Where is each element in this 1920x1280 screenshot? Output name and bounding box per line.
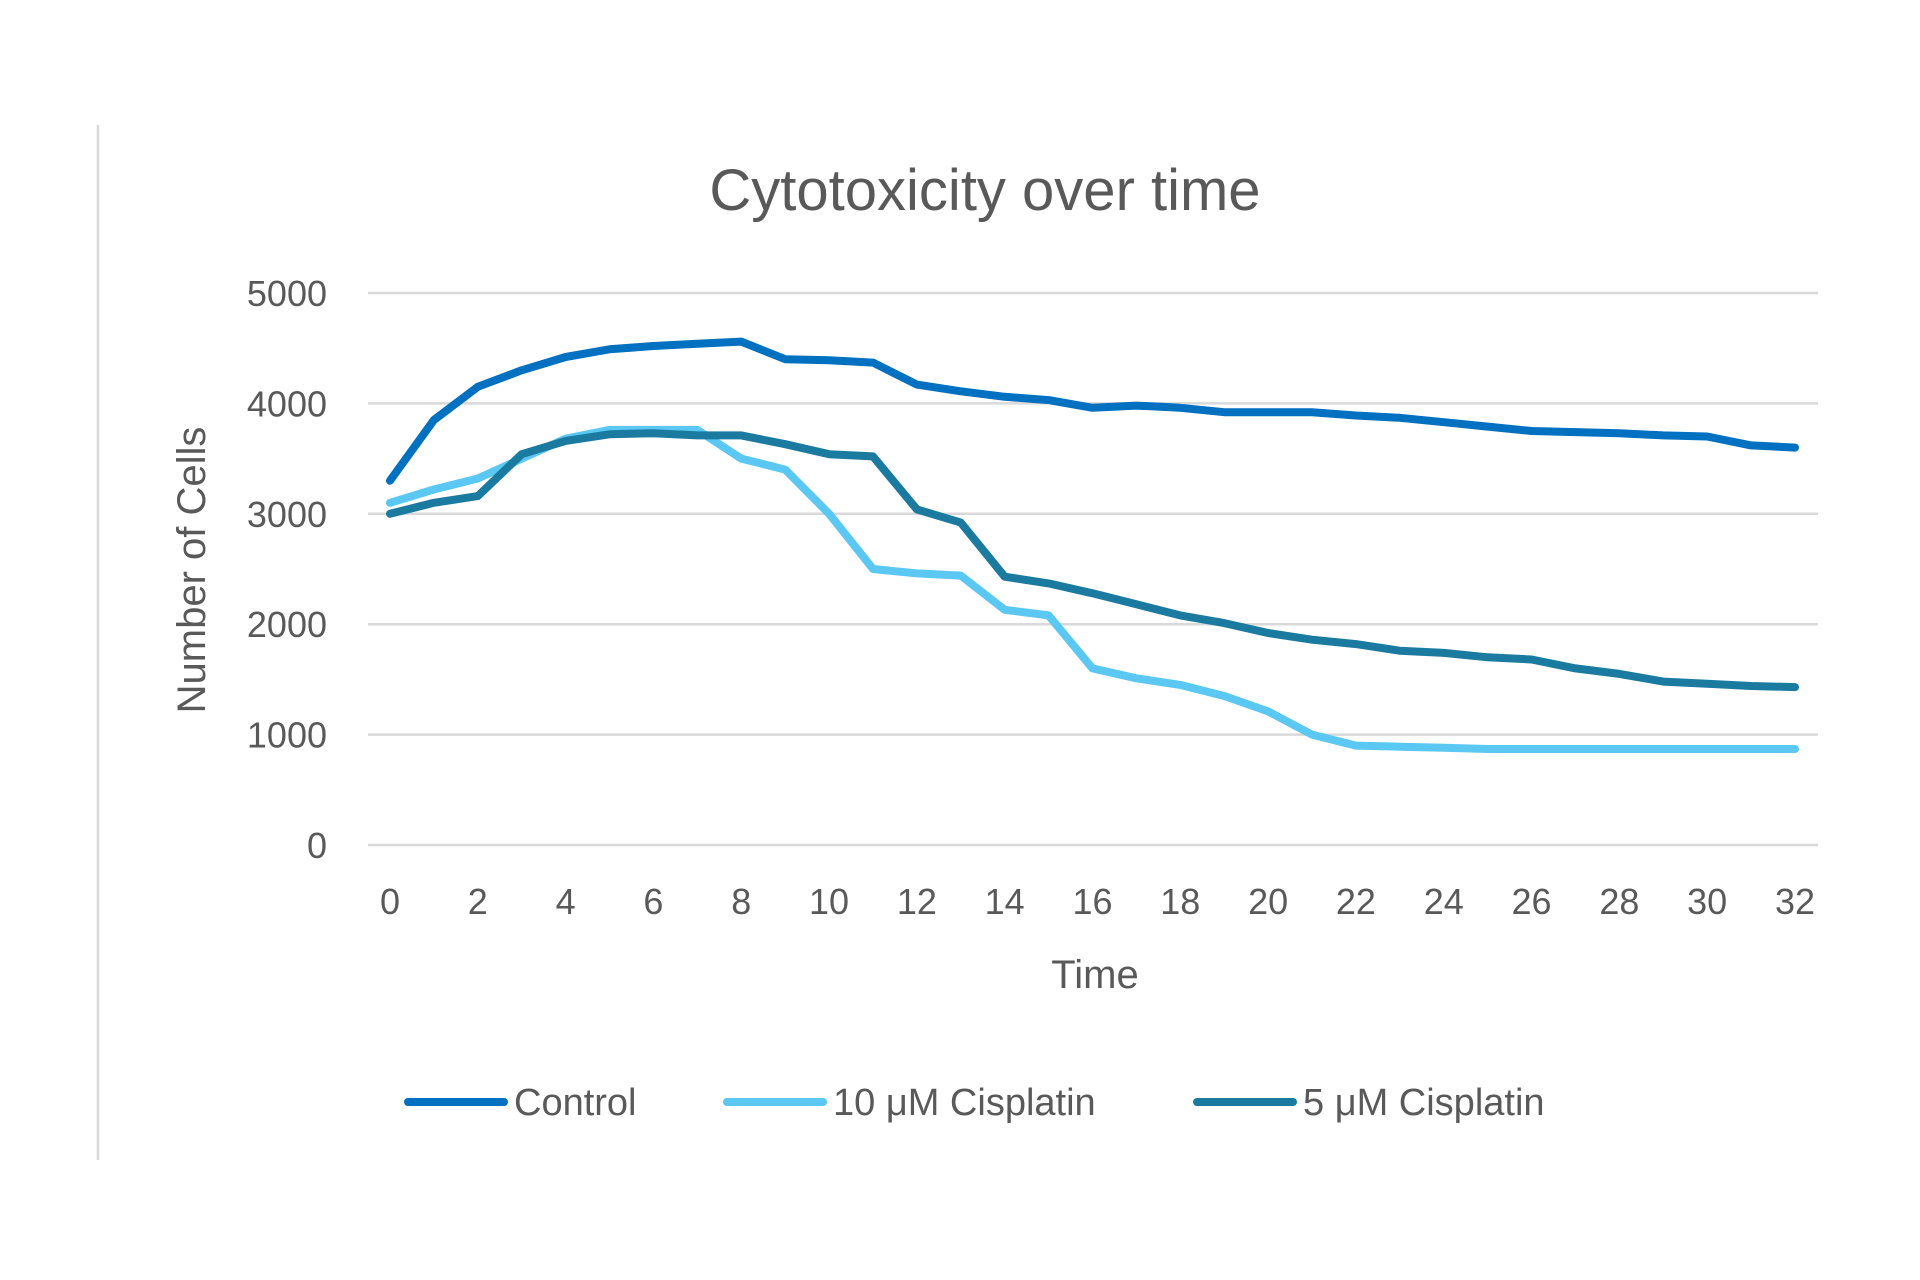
gridlines — [368, 291, 1818, 847]
y-tick-label: 4000 — [247, 383, 327, 424]
legend-label: 10 μM Cisplatin — [833, 1082, 1096, 1124]
x-tick-label: 28 — [1599, 881, 1639, 922]
series-lines — [386, 337, 1799, 753]
y-tick-label: 2000 — [247, 604, 327, 645]
legend-label: Control — [514, 1082, 637, 1124]
x-tick-label: 24 — [1424, 881, 1464, 922]
y-axis-ticks: 0 1000 2000 3000 4000 5000 — [247, 273, 327, 866]
x-tick-label: 32 — [1775, 881, 1815, 922]
x-tick-label: 14 — [985, 881, 1025, 922]
x-tick-label: 2 — [468, 881, 488, 922]
x-tick-label: 30 — [1687, 881, 1727, 922]
legend: Control 10 μM Cisplatin 5 μM Cisplatin — [404, 1082, 1545, 1124]
x-tick-label: 6 — [643, 881, 663, 922]
y-tick-label: 3000 — [247, 494, 327, 535]
x-axis-title: Time — [1051, 953, 1138, 997]
y-tick-label: 5000 — [247, 273, 327, 314]
x-tick-label: 12 — [897, 881, 937, 922]
series-line-2 — [386, 425, 1799, 753]
x-tick-label: 10 — [809, 881, 849, 922]
series-line-1 — [386, 337, 1799, 485]
x-axis-ticks: 0 2 4 6 8 10 12 14 16 18 20 22 24 26 28 30 32 — [380, 881, 1815, 922]
x-tick-label: 20 — [1248, 881, 1288, 922]
series-line-3 — [386, 429, 1799, 692]
x-tick-label: 22 — [1336, 881, 1376, 922]
x-tick-label: 0 — [380, 881, 400, 922]
y-tick-label: 1000 — [247, 715, 327, 756]
x-tick-label: 8 — [731, 881, 751, 922]
x-tick-label: 26 — [1512, 881, 1552, 922]
x-tick-label: 16 — [1072, 881, 1112, 922]
x-tick-label: 4 — [556, 881, 576, 922]
chart-title: Cytotoxicity over time — [709, 158, 1260, 223]
legend-label: 5 μM Cisplatin — [1303, 1082, 1545, 1124]
y-axis-title: Number of Cells — [170, 427, 214, 714]
y-tick-label: 0 — [307, 825, 327, 866]
x-tick-label: 18 — [1160, 881, 1200, 922]
